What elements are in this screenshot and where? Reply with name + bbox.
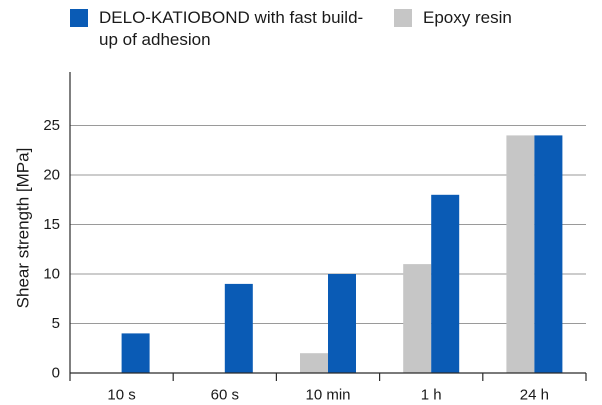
y-tick-label-25: 25 bbox=[43, 117, 60, 134]
bars bbox=[121, 135, 563, 373]
tick-labels: 0 5 10 15 20 25 10 s 60 s 10 min 1 h 24 h bbox=[43, 117, 549, 404]
legend-label-delo-katiobond: DELO-KATIOBOND with fast build-up of adh… bbox=[99, 8, 364, 49]
bar-epoxy-resin-24-h bbox=[506, 135, 535, 373]
y-axis-title: Shear strength [MPa] bbox=[13, 148, 32, 309]
bar-delo-katiobond-60-s bbox=[224, 283, 253, 373]
y-tick-label-5: 5 bbox=[52, 315, 60, 332]
x-tick-label-60-s: 60 s bbox=[211, 387, 239, 404]
bar-delo-katiobond-24-h bbox=[534, 135, 563, 373]
x-tick-label-1-h: 1 h bbox=[421, 387, 442, 404]
bar-delo-katiobond-10-s bbox=[121, 333, 150, 373]
y-tick-label-10: 10 bbox=[43, 266, 60, 283]
axes bbox=[69, 72, 587, 381]
x-tick-label-24-h: 24 h bbox=[520, 387, 549, 404]
bar-epoxy-resin-10-min bbox=[300, 353, 328, 373]
bar-delo-katiobond-1-h bbox=[431, 194, 460, 373]
x-tick-label-10-min: 10 min bbox=[305, 387, 350, 404]
bar-epoxy-resin-1-h bbox=[403, 264, 432, 373]
legend-swatch-grey bbox=[394, 9, 412, 27]
legend-item-epoxy-resin: Epoxy resin bbox=[394, 7, 602, 29]
y-tick-label-15: 15 bbox=[43, 216, 60, 233]
y-tick-label-0: 0 bbox=[52, 365, 60, 382]
y-tick-label-20: 20 bbox=[43, 167, 60, 184]
legend-swatch-blue bbox=[70, 9, 88, 27]
legend-item-delo-katiobond: DELO-KATIOBOND with fast build-up of adh… bbox=[70, 7, 369, 51]
bar-delo-katiobond-10-min bbox=[328, 274, 356, 373]
chart-legend: DELO-KATIOBOND with fast build-up of adh… bbox=[70, 7, 590, 55]
x-tick-label-10-s: 10 s bbox=[107, 387, 135, 404]
legend-label-epoxy-resin: Epoxy resin bbox=[423, 8, 512, 27]
